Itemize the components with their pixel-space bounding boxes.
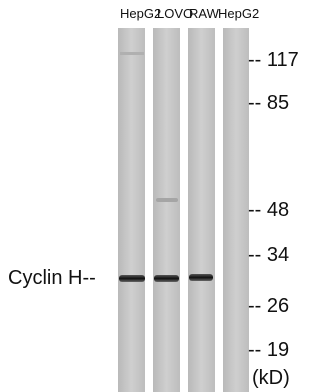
western-blot-figure: HepG2 LOVO RAW HepG2 -- 117 -- 85 -- 48 … bbox=[0, 0, 317, 392]
marker-label: -- 48 bbox=[248, 199, 289, 221]
lane bbox=[223, 28, 249, 392]
lane-label: HepG2 bbox=[120, 6, 161, 21]
marker-label: -- 85 bbox=[248, 92, 289, 114]
unit-label: (kD) bbox=[252, 367, 290, 389]
protein-label: Cyclin H-- bbox=[8, 266, 96, 290]
marker-label: -- 26 bbox=[248, 295, 289, 317]
band bbox=[189, 274, 213, 281]
lane-label: HepG2 bbox=[218, 6, 259, 21]
band bbox=[119, 275, 145, 282]
lane-label: RAW bbox=[189, 6, 219, 21]
faint-band bbox=[120, 52, 144, 55]
faint-band bbox=[156, 198, 178, 202]
marker-label: -- 117 bbox=[248, 49, 299, 71]
lane bbox=[153, 28, 180, 392]
marker-label: -- 34 bbox=[248, 244, 289, 266]
band bbox=[154, 275, 179, 282]
lane bbox=[188, 28, 215, 392]
lane bbox=[118, 28, 145, 392]
marker-label: -- 19 bbox=[248, 339, 289, 361]
lane-label: LOVO bbox=[157, 6, 193, 21]
